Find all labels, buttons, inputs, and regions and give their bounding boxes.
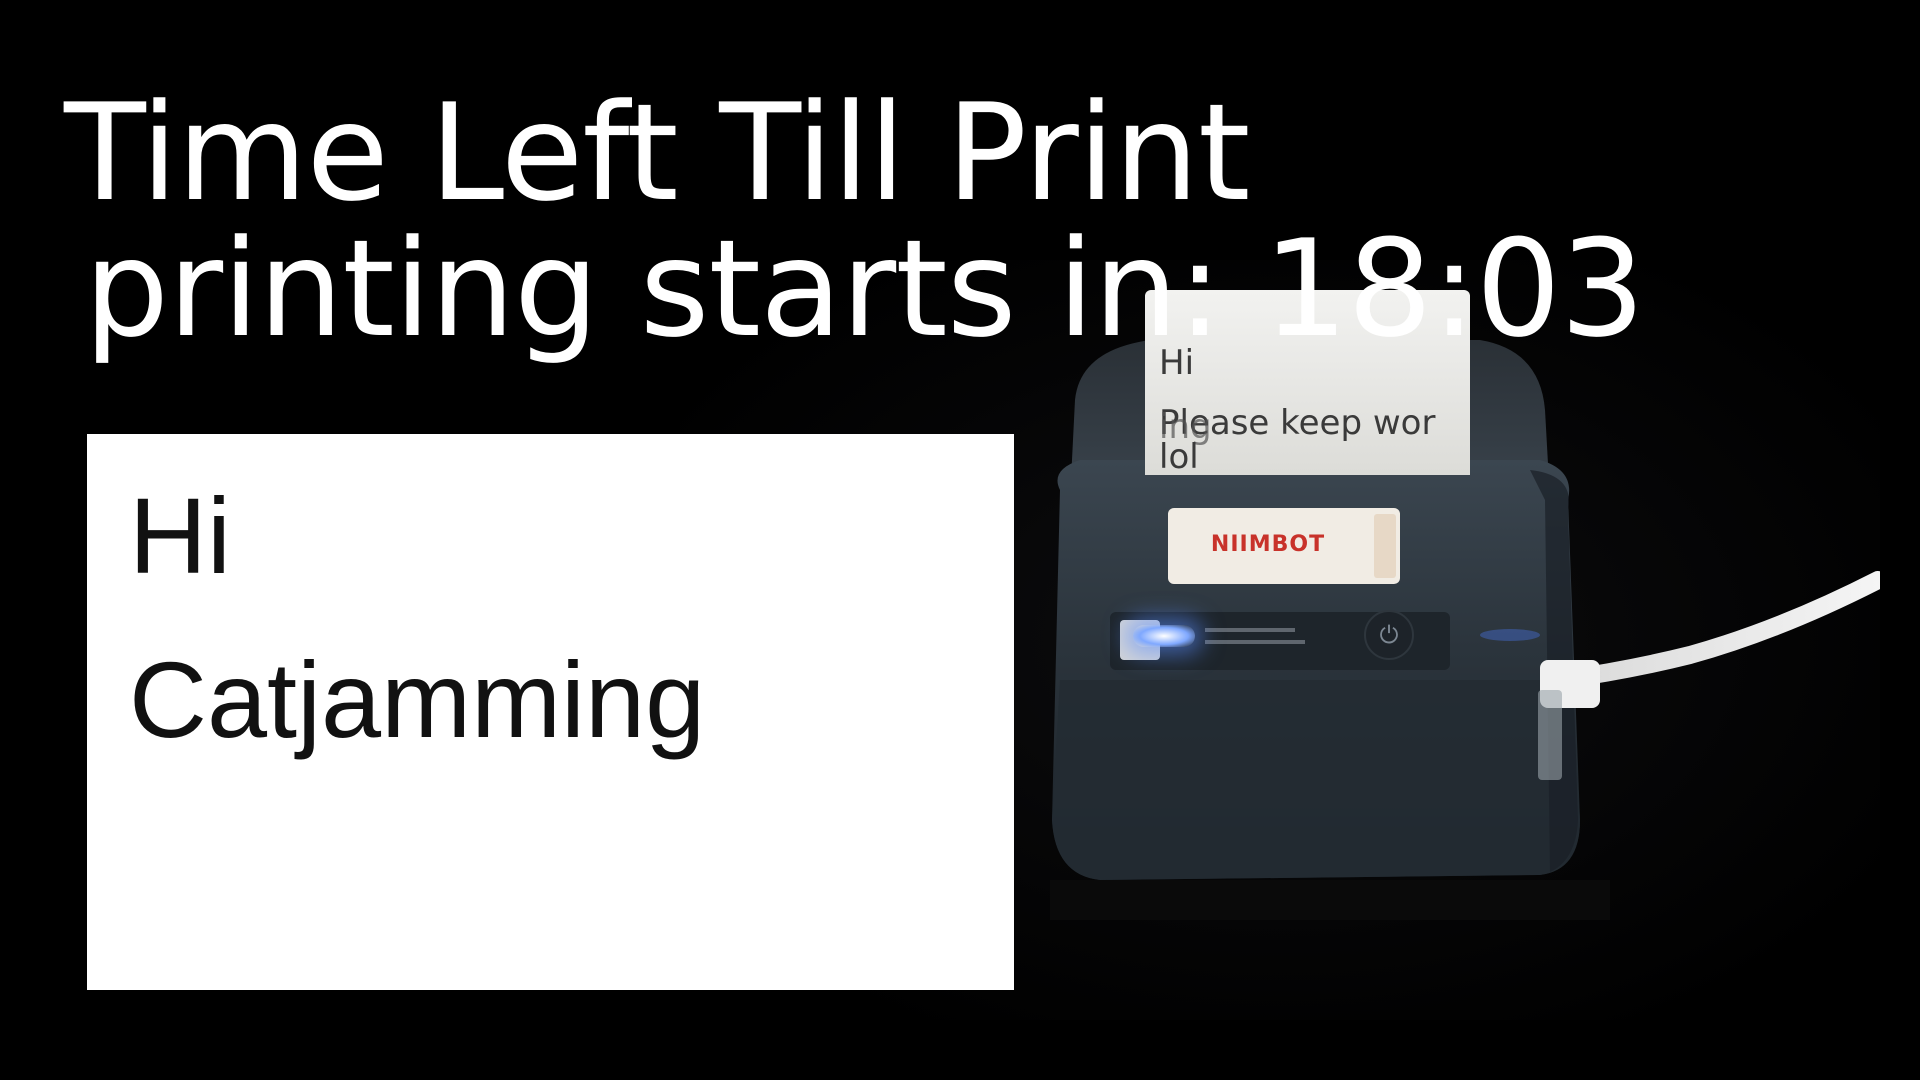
printed-label-line-2: Please keep wor [1159, 403, 1436, 443]
status-light-icon [1133, 625, 1195, 647]
label-preview: Hi Catjamming [87, 434, 1014, 990]
printed-label-overprint: ing [1159, 407, 1212, 447]
overlay-title: Time Left Till Print [64, 75, 1250, 231]
label-preview-line-1: Hi [129, 475, 231, 596]
printer-brand-plate: NIIMBOT [1168, 508, 1400, 584]
power-icon: ⏻ [1364, 610, 1414, 660]
printed-label-line-1: Hi [1159, 343, 1195, 383]
printed-label-line-3: lol [1159, 437, 1199, 475]
print-countdown: printing starts in: 18:03 [84, 211, 1645, 367]
brand-plate-tab [1374, 514, 1396, 578]
label-preview-line-2: Catjamming [129, 639, 706, 760]
printed-label: Hi Please keep wor ing lol [1145, 290, 1470, 475]
printer-brand-name: NIIMBOT [1210, 532, 1326, 557]
